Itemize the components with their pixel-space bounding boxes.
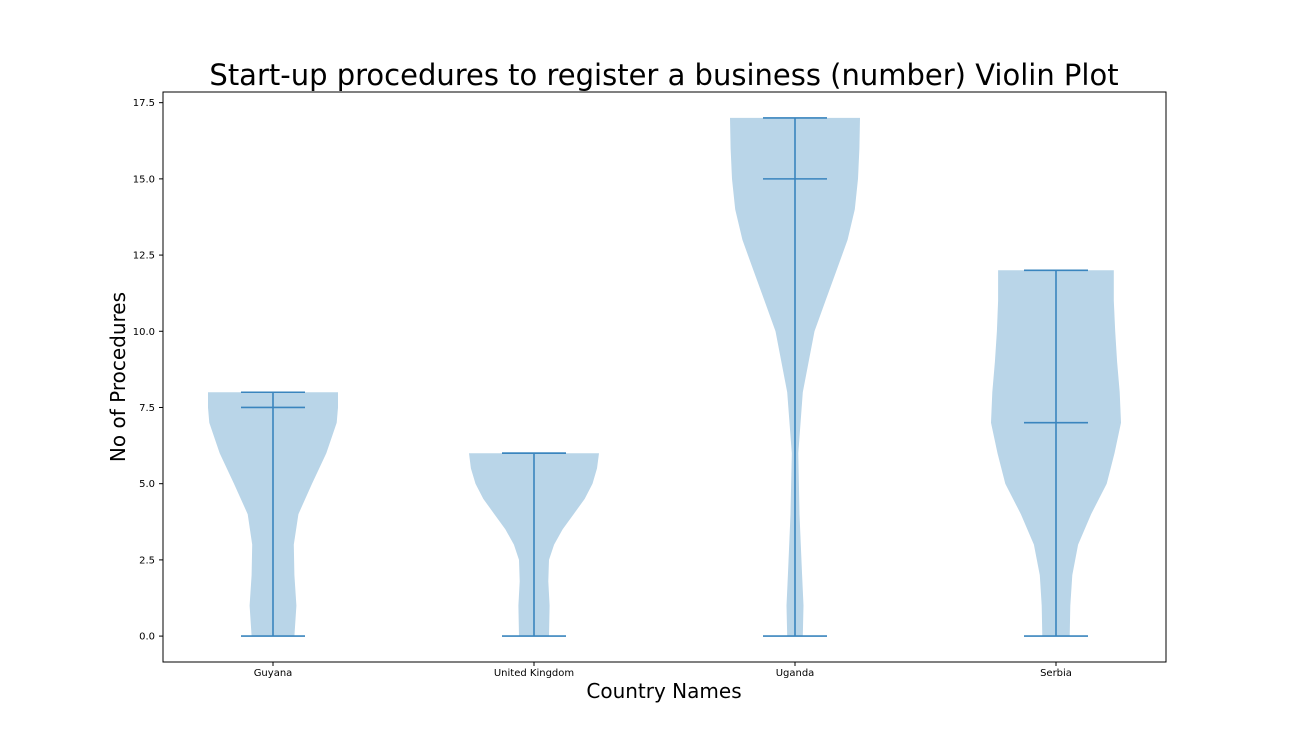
y-tick-label: 2.5	[139, 555, 155, 566]
chart-title: Start-up procedures to register a busine…	[209, 58, 1118, 92]
y-axis-label: No of Procedures	[106, 292, 130, 462]
y-tick-label: 15.0	[133, 174, 155, 185]
y-tick-label: 12.5	[133, 251, 155, 262]
y-tick-label: 7.5	[139, 403, 155, 414]
violins-layer	[208, 117, 1121, 637]
plot-area-frame	[162, 91, 1167, 663]
x-tick-label: Guyana	[254, 668, 293, 679]
x-tick-label: United Kingdom	[494, 668, 574, 679]
y-tick-label: 5.0	[139, 479, 155, 490]
x-tick-label: Uganda	[776, 668, 815, 679]
x-tick-label: Serbia	[1040, 668, 1072, 679]
x-axis-label: Country Names	[586, 679, 741, 703]
axes-layer: 0.0 2.5 5.0 7.5 10.0 12.5 15.0 17.5 Guyana United…	[133, 98, 1072, 679]
y-tick-label: 10.0	[133, 327, 155, 338]
y-tick-label: 0.0	[139, 632, 155, 643]
y-tick-label: 17.5	[133, 98, 155, 109]
